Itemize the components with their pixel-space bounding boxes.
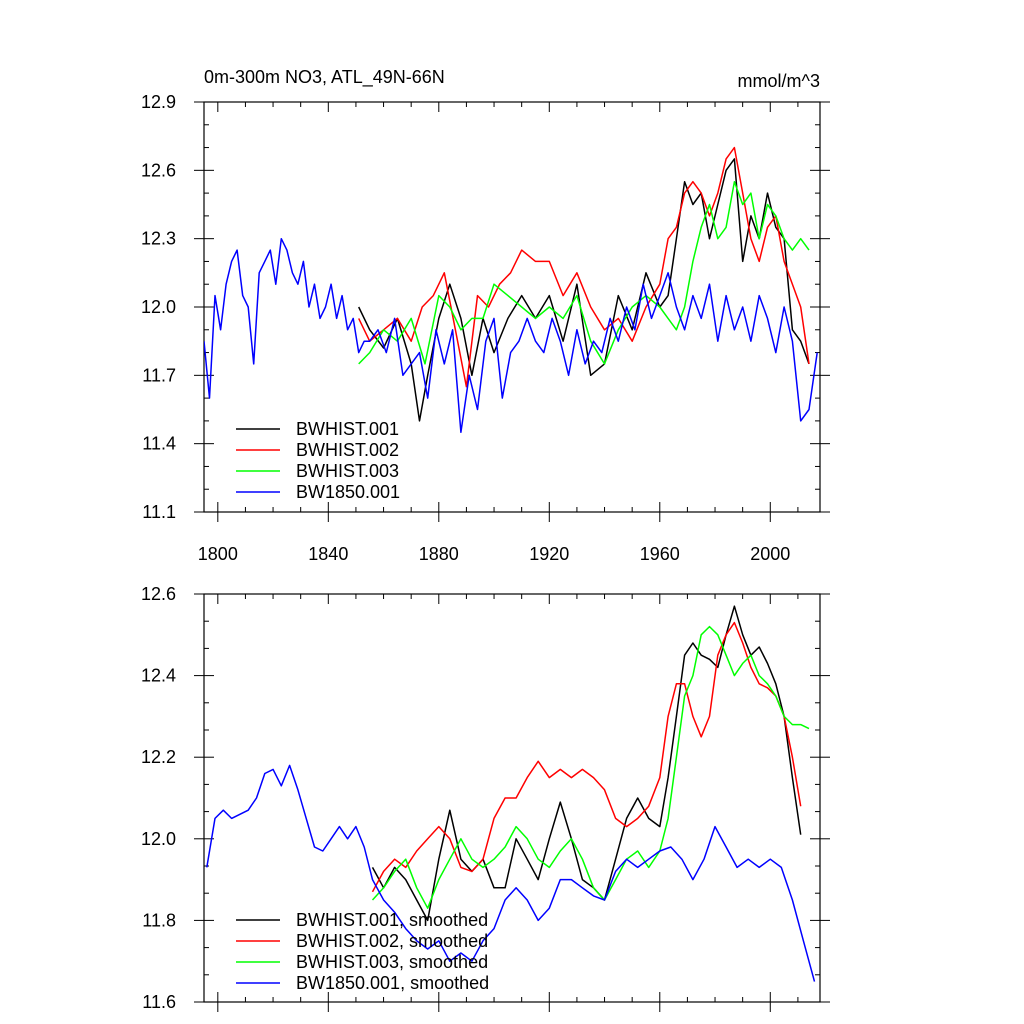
y-tick-label: 11.7	[142, 365, 176, 385]
series-line-bwhist-002-smoothed	[371, 621, 802, 893]
y-tick-label: 12.6	[141, 584, 176, 604]
y-tick-label: 12.2	[141, 747, 176, 767]
legend-label: BW1850.001, smoothed	[296, 973, 489, 993]
y-tick-label: 12.0	[141, 297, 176, 317]
series-line-bwhist-003-smoothed	[371, 625, 810, 909]
legend-label: BWHIST.001, smoothed	[296, 910, 488, 930]
series-line-bwhist-001	[358, 158, 810, 422]
x-tick-label: 1840	[308, 544, 348, 564]
y-tick-label: 12.9	[141, 92, 176, 112]
x-tick-label: 1880	[419, 544, 459, 564]
y-tick-label: 12.4	[141, 666, 176, 686]
y-tick-label: 12.3	[141, 229, 176, 249]
y-tick-label: 11.6	[142, 992, 176, 1012]
y-tick-label: 12.6	[141, 160, 176, 180]
legend-label: BW1850.001	[296, 482, 400, 502]
series-line-bw1850-001-smoothed	[206, 764, 816, 982]
series-group	[204, 146, 818, 434]
legend-label: BWHIST.003	[296, 461, 399, 481]
units-label: mmol/m^3	[738, 71, 820, 91]
legend-label: BWHIST.003, smoothed	[296, 952, 488, 972]
x-tick-label: 1800	[198, 544, 238, 564]
y-tick-label: 11.1	[142, 502, 176, 522]
series-line-bwhist-001-smoothed	[371, 605, 802, 922]
series-line-bwhist-002	[358, 146, 810, 388]
x-tick-label: 2000	[750, 544, 790, 564]
legend-label: BWHIST.001	[296, 419, 399, 439]
legend-label: BWHIST.002, smoothed	[296, 931, 488, 951]
top-panel-raw-timeseries: 0m-300m NO3, ATL_49N-66N mmol/m^3 1800 18…	[141, 67, 830, 564]
series-group	[206, 605, 816, 982]
x-tick-label: 1960	[640, 544, 680, 564]
legend-label: BWHIST.002	[296, 440, 399, 460]
bottom-panel-smoothed-timeseries: 11.6 11.8 12.0 12.2 12.4 12.6 BWHIST.001, smoo…	[141, 584, 830, 1012]
series-line-bw1850-001	[204, 237, 818, 434]
y-tick-label: 11.4	[142, 434, 176, 454]
series-line-bwhist-003	[358, 180, 810, 365]
chart-title: 0m-300m NO3, ATL_49N-66N	[204, 67, 445, 88]
plot-frame	[203, 593, 821, 1003]
x-tick-label: 1920	[529, 544, 569, 564]
y-tick-label: 11.8	[142, 910, 176, 930]
y-tick-label: 12.0	[141, 829, 176, 849]
